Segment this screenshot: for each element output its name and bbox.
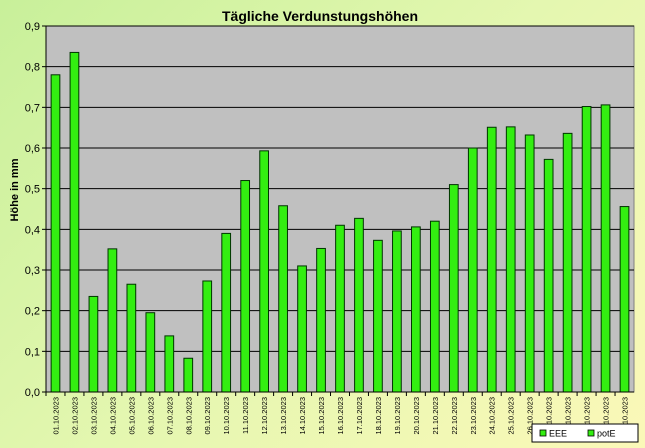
x-tick-label: 29.10.2023 — [583, 397, 592, 435]
y-axis-ticks: 0,0 0,1 0,2 0,3 0,4 0,5 0,6 0,7 0,8 0,9 — [25, 21, 46, 399]
legend: EEE potE — [531, 423, 639, 443]
x-tick-label: 18.10.2023 — [374, 397, 383, 435]
bar — [297, 265, 307, 393]
x-tick-label: 14.10.2023 — [298, 397, 307, 435]
x-tick-label: 07.10.2023 — [165, 397, 174, 435]
bar — [411, 226, 421, 393]
bar — [373, 239, 383, 393]
bar — [543, 158, 554, 393]
x-tick-label: 28.10.2023 — [564, 397, 573, 435]
x-tick-label: 30.10.2023 — [602, 397, 611, 435]
x-tick-label: 05.10.2023 — [127, 397, 136, 435]
x-tick-label: 06.10.2023 — [146, 397, 155, 435]
bar — [467, 147, 478, 393]
x-tick-label: 26.10.2023 — [526, 397, 535, 435]
y-tick-label: 0,9 — [25, 21, 40, 33]
x-tick-label: 19.10.2023 — [393, 397, 402, 435]
bar — [107, 248, 118, 393]
legend-swatch — [587, 429, 595, 437]
bars — [50, 51, 630, 393]
x-tick-label: 08.10.2023 — [184, 397, 193, 435]
x-tick-label: 02.10.2023 — [70, 397, 79, 435]
x-tick-label: 22.10.2023 — [450, 397, 459, 435]
x-tick-label: 13.10.2023 — [279, 397, 288, 435]
x-tick-label: 27.10.2023 — [545, 397, 554, 435]
bar — [259, 150, 269, 393]
bar — [126, 283, 137, 393]
x-tick-label: 21.10.2023 — [431, 397, 440, 435]
bar — [486, 126, 497, 393]
bar — [505, 126, 516, 393]
legend-label: EEE — [549, 429, 567, 439]
x-tick-label: 31.10.2023 — [621, 397, 630, 435]
bar — [202, 280, 213, 393]
bar — [524, 134, 535, 393]
bar — [581, 106, 592, 393]
bar — [600, 104, 611, 393]
legend-label: potE — [597, 429, 616, 439]
x-tick-label: 12.10.2023 — [260, 397, 269, 435]
y-axis-label: Höhe in mm — [9, 158, 21, 221]
x-tick-label: 15.10.2023 — [317, 397, 326, 435]
bar — [335, 224, 345, 393]
y-tick-label: 0,5 — [25, 184, 40, 196]
x-tick-label: 03.10.2023 — [89, 397, 98, 435]
bar — [448, 184, 459, 393]
y-tick-label: 0,2 — [25, 306, 40, 318]
legend-swatch — [539, 429, 547, 437]
y-tick-label: 0,3 — [25, 265, 40, 277]
bar — [50, 74, 61, 393]
x-tick-label: 17.10.2023 — [355, 397, 364, 435]
bar — [429, 220, 440, 393]
bar — [392, 230, 402, 393]
x-tick-label: 24.10.2023 — [488, 397, 497, 435]
bar — [221, 232, 232, 393]
bar — [183, 357, 194, 393]
x-tick-label: 10.10.2023 — [222, 397, 231, 435]
x-tick-label: 25.10.2023 — [507, 397, 516, 435]
bar — [278, 205, 288, 393]
bar — [145, 312, 156, 393]
x-tick-label: 16.10.2023 — [336, 397, 345, 435]
x-tick-label: 01.10.2023 — [51, 397, 60, 435]
x-axis-ticks: 01.10.2023 02.10.2023 03.10.2023 04.10.2023… — [45, 26, 634, 435]
y-tick-label: 0,8 — [25, 62, 40, 74]
x-tick-label: 11.10.2023 — [241, 397, 250, 434]
x-tick-label: 04.10.2023 — [108, 397, 117, 435]
bar — [354, 217, 364, 393]
x-tick-label: 23.10.2023 — [469, 397, 478, 435]
y-tick-label: 0,0 — [25, 387, 40, 399]
x-tick-label: 09.10.2023 — [203, 397, 212, 435]
y-tick-label: 0,1 — [25, 346, 40, 358]
bar — [316, 247, 326, 393]
bar — [69, 51, 80, 393]
bar — [240, 180, 251, 393]
bar — [88, 295, 99, 393]
x-tick-label: 20.10.2023 — [412, 397, 421, 435]
y-tick-label: 0,7 — [25, 102, 40, 114]
chart-title: Tägliche Verdunstungshöhen — [222, 8, 418, 24]
bar — [562, 132, 573, 393]
y-tick-label: 0,4 — [25, 224, 40, 236]
y-tick-label: 0,6 — [25, 143, 40, 155]
bar — [164, 335, 175, 393]
bar — [619, 206, 630, 393]
